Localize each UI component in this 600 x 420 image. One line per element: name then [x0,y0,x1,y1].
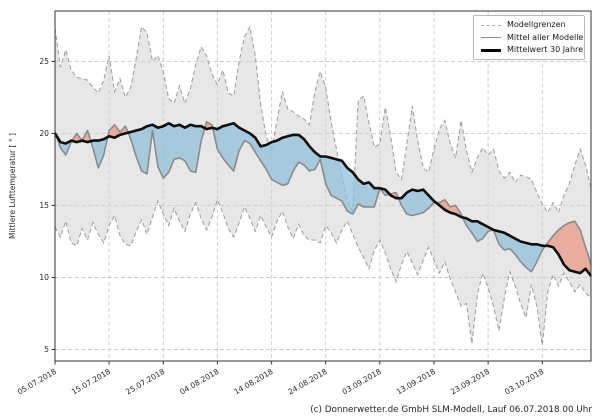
dashed-line-icon [481,24,501,26]
solid-gray-line-icon [481,37,501,38]
climate-mean-line [53,122,593,277]
y-tick-label: 5 [44,345,49,354]
x-tick-label: 13.09.2018 [395,367,437,397]
source-caption: (c) Donnerwetter.de GmbH SLM-Modell, Lau… [310,405,592,415]
x-tick-label: 03.09.2018 [341,367,383,397]
plot-area: 5 10 15 20 25 05.07.2018 15.07.2018 25.07.2018 0… [16,10,593,397]
x-tick-label: 15.07.2018 [70,367,112,397]
model-min-line [54,198,592,346]
y-tick-label: 20 [39,129,49,138]
legend-label: Mittelwert 30 Jahre [507,45,584,54]
plot-border [54,10,592,362]
x-tick-label: 14.08.2018 [232,367,274,397]
x-tick-label: 03.10.2018 [503,367,545,397]
legend-item-climate-mean: Mittelwert 30 Jahre [481,45,583,55]
x-tick-label: 23.09.2018 [449,367,491,397]
thick-black-line-icon [481,48,501,52]
cool-anomaly-fill [90,137,108,168]
legend-label: Modellgrenzen [507,20,566,29]
model-range-band [55,26,591,346]
x-tick-label: 24.08.2018 [287,367,329,397]
y-tick-label: 10 [39,273,49,282]
legend: Modellgrenzen Mittel aller Modelle Mitte… [473,15,585,60]
cool-anomaly-fill [212,123,390,215]
model-max-line [54,25,592,214]
legend-label: Mittel aller Modelle [507,32,584,42]
y-axis-title: Mittlere Lufttemperatur [ ° ] [8,133,17,239]
warm-anomaly-fill [545,221,591,276]
cool-anomaly-fill [462,217,546,272]
cool-anomaly-fill [56,135,72,155]
y-tick-label: 15 [39,201,49,210]
cool-anomaly-fill [128,123,205,179]
legend-item-model-range: Modellgrenzen [481,20,577,30]
x-tick-label: 04.08.2018 [178,367,220,397]
legend-item-model-mean: Mittel aller Modelle [481,33,583,43]
x-tick-label: 05.07.2018 [16,367,58,397]
model-mean-line [54,121,592,273]
x-tick-label: 25.07.2018 [124,367,166,397]
y-tick-label: 25 [39,57,49,66]
warm-anomaly-fill [107,124,129,138]
